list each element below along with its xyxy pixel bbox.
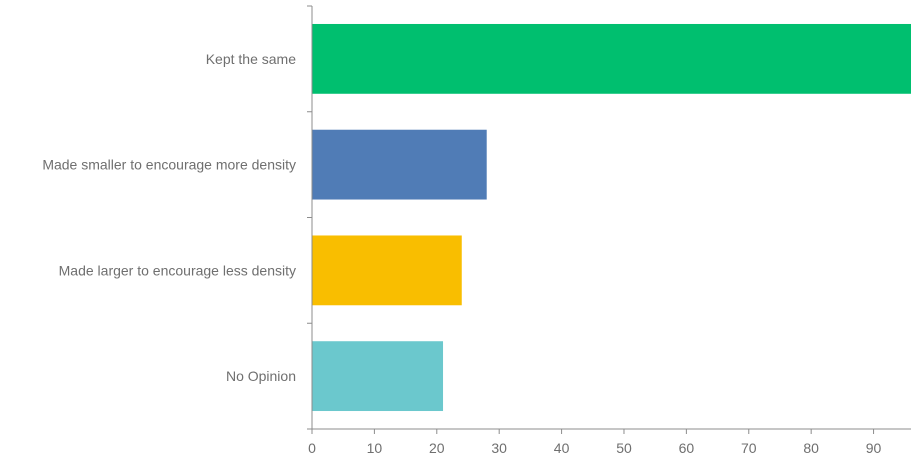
x-tick-label: 70 <box>741 440 757 456</box>
bar-2 <box>312 129 487 200</box>
bars-layer <box>312 23 911 412</box>
x-tick-label: 10 <box>367 440 383 456</box>
category-label: Kept the same <box>206 51 296 67</box>
category-label: Made smaller to encourage more density <box>42 157 296 173</box>
x-tick-label: 0 <box>308 440 316 456</box>
x-axis-ticks: 0 10 20 30 40 50 60 70 80 90 <box>307 5 882 456</box>
bar-3 <box>312 235 462 306</box>
x-tick-label: 20 <box>429 440 445 456</box>
category-label: Made larger to encourage less density <box>59 262 296 278</box>
x-tick-label: 40 <box>554 440 570 456</box>
bar-1 <box>312 23 911 94</box>
x-tick-label: 30 <box>491 440 507 456</box>
bar-4 <box>312 341 444 412</box>
x-tick-label: 50 <box>616 440 632 456</box>
category-label: No Opinion <box>226 368 296 384</box>
category-labels: Kept the same Made smaller to encourage m… <box>42 51 296 384</box>
x-tick-label: 60 <box>679 440 695 456</box>
x-tick-label: 90 <box>866 440 882 456</box>
x-tick-label: 80 <box>803 440 819 456</box>
